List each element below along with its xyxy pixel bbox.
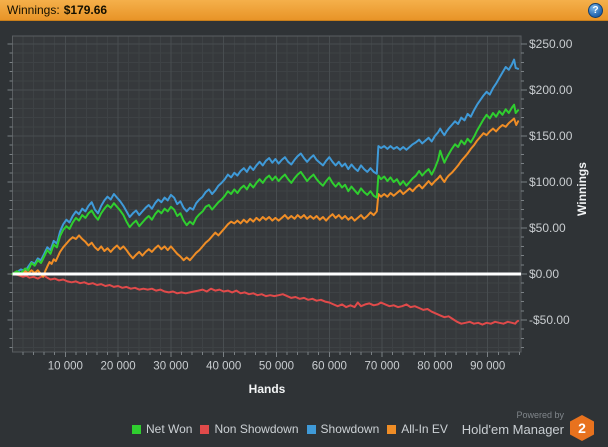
branding: Powered by Hold'em Manager — [461, 410, 564, 437]
svg-text:$50.00: $50.00 — [529, 221, 566, 235]
legend-label: Showdown — [320, 422, 380, 436]
legend-label: Net Won — [146, 422, 193, 436]
svg-text:20 000: 20 000 — [101, 361, 136, 373]
product-name: Hold'em Manager — [461, 421, 564, 437]
legend: Net Won Non Showdown Showdown All-In EV — [132, 422, 448, 436]
svg-text:90 000: 90 000 — [470, 361, 505, 373]
all-in-ev-swatch-icon — [387, 424, 397, 434]
net-won-swatch-icon — [132, 424, 141, 434]
x-axis-title: Hands — [248, 382, 286, 396]
svg-text:10 000: 10 000 — [48, 361, 83, 373]
y-axis-title: Winnings — [575, 162, 589, 216]
svg-text:$150.00: $150.00 — [529, 129, 573, 143]
svg-text:30 000: 30 000 — [153, 361, 188, 373]
legend-label: All-In EV — [401, 422, 448, 436]
svg-text:40 000: 40 000 — [206, 361, 241, 373]
legend-item-all-in-ev[interactable]: All-In EV — [387, 422, 448, 436]
winnings-value: $179.66 — [63, 3, 108, 17]
svg-text:-$50.00: -$50.00 — [529, 313, 570, 327]
non-showdown-swatch-icon — [200, 424, 210, 434]
legend-item-non-showdown[interactable]: Non Showdown — [200, 422, 299, 436]
legend-item-showdown[interactable]: Showdown — [306, 422, 380, 436]
hm2-logo-icon: 2 — [570, 415, 594, 441]
svg-text:60 000: 60 000 — [312, 361, 347, 373]
winnings-label: Winnings: — [7, 3, 60, 17]
svg-text:$250.00: $250.00 — [529, 37, 573, 51]
svg-text:70 000: 70 000 — [365, 361, 400, 373]
graph-canvas: 10 000 20 000 30 000 40 000 50 000 60 000 70 0… — [7, 35, 573, 373]
svg-text:50 000: 50 000 — [259, 361, 294, 373]
winnings-graph: 10 000 20 000 30 000 40 000 50 000 60 000 70 0… — [0, 21, 608, 447]
svg-text:$100.00: $100.00 — [529, 175, 573, 189]
svg-text:$200.00: $200.00 — [529, 83, 573, 97]
showdown-swatch-icon — [306, 424, 316, 434]
svg-text:80 000: 80 000 — [417, 361, 452, 373]
svg-text:$0.00: $0.00 — [529, 267, 559, 281]
legend-label: Non Showdown — [214, 422, 299, 436]
powered-by-text: Powered by — [516, 410, 564, 420]
legend-item-net-won[interactable]: Net Won — [132, 422, 192, 436]
help-icon[interactable]: ? — [588, 3, 603, 18]
titlebar: Winnings: $179.66 — [0, 0, 608, 21]
